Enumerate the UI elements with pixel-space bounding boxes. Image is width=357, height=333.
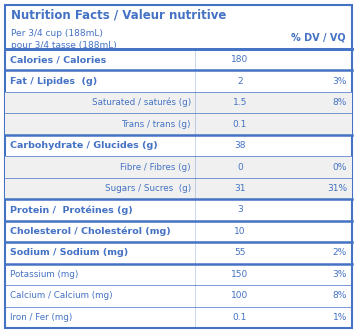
Text: Per 3/4 cup (188mL): Per 3/4 cup (188mL) <box>11 29 103 38</box>
Text: Iron / Fer (mg): Iron / Fer (mg) <box>10 313 72 322</box>
Text: 180: 180 <box>231 55 248 64</box>
Text: 2%: 2% <box>333 248 347 257</box>
Text: Sodium / Sodium (mg): Sodium / Sodium (mg) <box>10 248 128 257</box>
Text: 55: 55 <box>234 248 246 257</box>
Text: % DV / VQ: % DV / VQ <box>291 33 346 43</box>
Text: 31: 31 <box>234 184 246 193</box>
Text: Trans / trans (g): Trans / trans (g) <box>121 120 191 129</box>
Text: 38: 38 <box>234 141 246 150</box>
Text: 8%: 8% <box>333 291 347 300</box>
Bar <box>5 156 352 178</box>
Text: 0: 0 <box>237 163 243 171</box>
Text: Fat / Lipides  (g): Fat / Lipides (g) <box>10 77 97 86</box>
Text: 2: 2 <box>237 77 243 86</box>
Text: Calcium / Calcium (mg): Calcium / Calcium (mg) <box>10 291 112 300</box>
Text: 1.5: 1.5 <box>233 98 247 107</box>
Bar <box>5 92 352 113</box>
Text: Fibre / Fibres (g): Fibre / Fibres (g) <box>120 163 191 171</box>
Text: 0%: 0% <box>333 163 347 171</box>
Text: 8%: 8% <box>333 98 347 107</box>
Text: 1%: 1% <box>333 313 347 322</box>
Text: Protein /  Protéines (g): Protein / Protéines (g) <box>10 205 133 215</box>
Text: Calories / Calories: Calories / Calories <box>10 55 106 64</box>
Text: Saturated / saturés (g): Saturated / saturés (g) <box>92 98 191 108</box>
Text: 3: 3 <box>237 205 243 214</box>
Text: 3%: 3% <box>333 270 347 279</box>
Text: 10: 10 <box>234 227 246 236</box>
Text: 100: 100 <box>231 291 248 300</box>
Text: Potassium (mg): Potassium (mg) <box>10 270 79 279</box>
Text: 150: 150 <box>231 270 248 279</box>
Text: Nutrition Facts / Valeur nutritive: Nutrition Facts / Valeur nutritive <box>11 9 226 22</box>
Bar <box>5 113 352 135</box>
Text: pour 3/4 tasse (188mL): pour 3/4 tasse (188mL) <box>11 41 117 50</box>
Text: 0.1: 0.1 <box>233 313 247 322</box>
Text: Cholesterol / Cholestérol (mg): Cholesterol / Cholestérol (mg) <box>10 227 171 236</box>
Text: Carbohydrate / Glucides (g): Carbohydrate / Glucides (g) <box>10 141 158 150</box>
Text: 31%: 31% <box>327 184 347 193</box>
Text: 0.1: 0.1 <box>233 120 247 129</box>
Text: Sugars / Sucres  (g): Sugars / Sucres (g) <box>105 184 191 193</box>
Bar <box>5 178 352 199</box>
Text: 3%: 3% <box>333 77 347 86</box>
